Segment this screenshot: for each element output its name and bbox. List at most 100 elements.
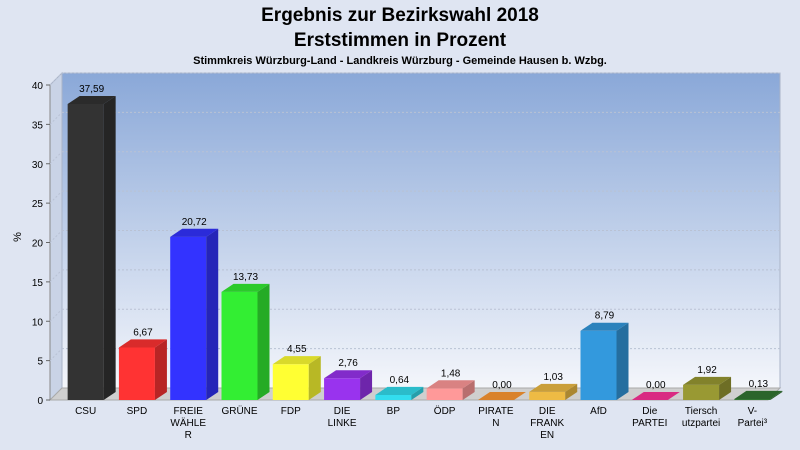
y-tick-label: 30 bbox=[32, 160, 44, 171]
grid-line bbox=[49, 348, 63, 361]
bar-side bbox=[565, 383, 578, 400]
bar-side bbox=[411, 386, 424, 400]
x-tick-label: FREIE WÄHLE R bbox=[170, 406, 206, 441]
bar-front bbox=[529, 391, 566, 400]
bar-top bbox=[324, 370, 373, 379]
bar bbox=[477, 391, 526, 401]
data-label: 6,67 bbox=[133, 327, 153, 338]
x-axis-categories: CSU SPD FREIE WÄHLE R GRÜNE FDP DIE LINKE BP ÖDP PI… bbox=[75, 405, 768, 441]
bar-side bbox=[719, 376, 732, 400]
bar-top bbox=[631, 391, 680, 400]
grid-line bbox=[49, 308, 63, 322]
bar-top bbox=[580, 322, 629, 331]
y-tick-label: 5 bbox=[37, 357, 43, 368]
bar bbox=[272, 356, 321, 400]
chart-title-line2: Erststimmen in Prozent bbox=[294, 30, 507, 51]
data-label: 1,03 bbox=[543, 372, 563, 383]
y-tick-label: 35 bbox=[32, 120, 44, 131]
bar-front bbox=[67, 103, 104, 400]
bar-front bbox=[683, 384, 720, 400]
bar-top bbox=[375, 386, 424, 395]
data-label: 1,92 bbox=[697, 365, 717, 376]
bar bbox=[221, 283, 270, 400]
bar-top bbox=[477, 391, 526, 400]
grid-line bbox=[49, 112, 63, 125]
bar bbox=[734, 390, 783, 400]
data-labels: 37,59 6,67 20,72 13,73 4,55 2,76 0,64 1,48 0,00 1… bbox=[79, 84, 768, 391]
bar-front bbox=[580, 330, 617, 400]
y-tick-label: 10 bbox=[32, 317, 44, 328]
bar bbox=[529, 383, 578, 400]
grid-lines bbox=[49, 72, 780, 361]
data-label: 4,55 bbox=[287, 344, 307, 355]
bar bbox=[67, 95, 116, 400]
data-label: 2,76 bbox=[338, 358, 358, 369]
bar-side bbox=[616, 322, 629, 400]
grid-line bbox=[49, 72, 63, 86]
bar bbox=[683, 376, 732, 400]
chart-title: Ergebnis zur Bezirkswahl 2018 bbox=[261, 5, 539, 26]
x-tick-label: DIE FRANK EN bbox=[530, 406, 564, 441]
bar-top bbox=[67, 95, 116, 104]
grid-line bbox=[49, 151, 63, 165]
chart-subtitle: Stimmkreis Würzburg-Land - Landkreis Wür… bbox=[193, 55, 607, 67]
data-label: 20,72 bbox=[182, 217, 207, 228]
bar-top bbox=[272, 356, 321, 365]
x-tick-label: Tiersch utzpartei bbox=[682, 406, 720, 429]
data-label: 8,79 bbox=[595, 311, 615, 322]
bar-front bbox=[375, 394, 412, 400]
bar-side bbox=[462, 380, 475, 400]
bar-top bbox=[221, 283, 270, 292]
y-tick-label: 0 bbox=[37, 396, 43, 407]
y-axis-ticks: 0 5 10 15 20 25 30 35 40 bbox=[32, 81, 50, 407]
grid-line bbox=[49, 190, 63, 204]
data-label: 13,73 bbox=[233, 272, 258, 283]
bar-top bbox=[683, 376, 732, 385]
x-tick-label: ÖDP bbox=[434, 405, 456, 417]
bars bbox=[67, 95, 783, 401]
bar bbox=[324, 370, 373, 400]
bar-front bbox=[324, 378, 361, 400]
data-label: 37,59 bbox=[79, 84, 104, 95]
x-tick-label: V-Partei³ bbox=[738, 406, 768, 429]
x-tick-label: DIE LINKE bbox=[328, 406, 357, 429]
x-tick-label: PIRATE N bbox=[478, 406, 514, 429]
bar bbox=[118, 339, 167, 400]
bar bbox=[631, 391, 680, 401]
bar-front bbox=[272, 364, 309, 400]
x-tick-label: CSU bbox=[75, 406, 96, 417]
x-tick-label: FDP bbox=[281, 406, 301, 417]
bar-front bbox=[426, 388, 463, 400]
data-label: 1,48 bbox=[441, 368, 461, 379]
grid-line bbox=[49, 230, 63, 243]
data-label: 0,13 bbox=[749, 379, 769, 390]
x-tick-label: SPD bbox=[127, 406, 148, 417]
y-tick-label: 40 bbox=[32, 81, 44, 92]
grid-line bbox=[49, 269, 63, 283]
bar-top bbox=[118, 339, 167, 348]
bar-side bbox=[308, 356, 321, 400]
x-tick-label: GRÜNE bbox=[221, 405, 257, 417]
data-label: 0,64 bbox=[390, 375, 410, 386]
bar-front bbox=[734, 398, 771, 400]
x-tick-label: BP bbox=[387, 406, 401, 417]
bar-side bbox=[154, 339, 167, 400]
bar-front bbox=[221, 291, 258, 400]
bar-top bbox=[529, 383, 578, 392]
bar-side bbox=[257, 283, 270, 400]
x-tick-label: Die PARTEI bbox=[632, 406, 667, 429]
bar-front bbox=[118, 347, 155, 400]
bar-top bbox=[170, 228, 219, 237]
bar bbox=[580, 322, 629, 400]
x-tick-label: AfD bbox=[590, 406, 607, 417]
bar-front bbox=[170, 236, 207, 400]
bar-top bbox=[734, 390, 783, 399]
y-tick-label: 20 bbox=[32, 239, 44, 250]
bar bbox=[426, 380, 475, 400]
y-axis-label: % bbox=[12, 232, 24, 242]
y-tick-label: 25 bbox=[32, 199, 44, 210]
data-label: 0,00 bbox=[646, 380, 666, 391]
bar-side bbox=[206, 228, 219, 400]
bar bbox=[375, 386, 424, 400]
